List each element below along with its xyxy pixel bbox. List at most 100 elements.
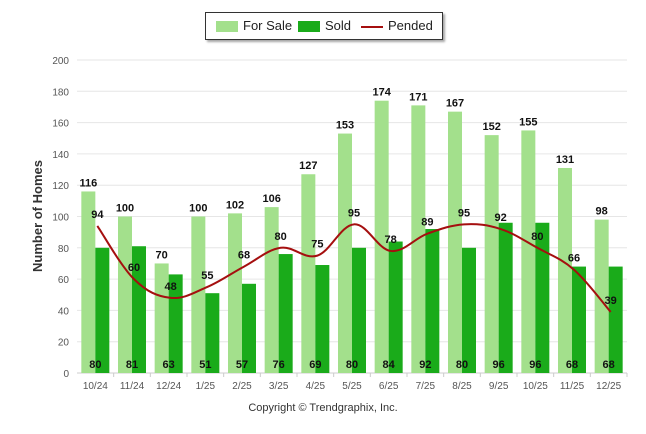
data-labels: 116 80 100 81 70 63 100 51 102 57 106 76 127 69 153 80 1…	[79, 87, 616, 371]
pended-line	[96, 223, 612, 313]
y-tick-label: 60	[58, 275, 70, 286]
data-label-for-sale: 155	[519, 116, 537, 128]
x-tick-label: 4/25	[306, 381, 326, 392]
data-label-sold: 80	[89, 359, 101, 371]
data-label-for-sale: 152	[482, 121, 500, 133]
legend-label-sold: Sold	[325, 18, 352, 33]
copyright-text: Copyright © Trendgraphix, Inc.	[248, 402, 398, 414]
y-tick-label: 180	[52, 87, 69, 98]
bar-sold	[535, 222, 550, 373]
data-label-for-sale: 70	[156, 249, 168, 261]
bar-for-sale	[118, 216, 132, 373]
data-label-for-sale: 98	[596, 206, 608, 218]
data-label-sold: 68	[603, 359, 615, 371]
data-label-pended: 68	[238, 250, 250, 262]
bar-for-sale	[448, 111, 462, 374]
data-label-sold: 69	[309, 359, 321, 371]
data-label-pended: 95	[348, 207, 360, 219]
bar-sold	[388, 241, 403, 373]
x-axis: 10/24 11/24 12/24 1/25 2/25 3/25 4/25 5/25 6/25 7…	[83, 373, 628, 392]
x-tick-label: 12/25	[596, 381, 621, 392]
bar-for-sale	[301, 174, 316, 373]
legend-label-pended: Pended	[388, 18, 433, 33]
x-tick-label: 10/25	[523, 381, 548, 392]
data-label-sold: 81	[126, 359, 138, 371]
x-tick-label: 12/24	[156, 381, 181, 392]
data-label-for-sale: 100	[189, 203, 207, 215]
data-label-for-sale: 174	[372, 87, 391, 99]
data-label-pended: 78	[385, 234, 397, 246]
bar-sold	[352, 247, 366, 373]
bar-sold	[425, 229, 440, 373]
data-label-sold: 80	[346, 359, 358, 371]
bar-for-sale	[594, 219, 609, 373]
data-label-pended: 60	[128, 262, 140, 274]
data-label-sold: 96	[529, 359, 541, 371]
data-label-sold: 80	[456, 359, 468, 371]
y-tick-label: 120	[52, 181, 69, 192]
bar-for-sale	[228, 213, 242, 373]
y-tick-label: 20	[58, 338, 70, 349]
y-axis-label: Number of Homes	[30, 160, 45, 272]
bar-sold	[168, 274, 183, 373]
bar-for-sale	[154, 263, 169, 373]
data-label-pended: 92	[495, 212, 507, 224]
bar-for-sale	[484, 135, 499, 373]
x-tick-label: 5/25	[342, 381, 362, 392]
legend-item-for-sale[interactable]: For Sale	[216, 18, 292, 34]
data-label-pended: 94	[91, 209, 104, 221]
x-tick-label: 7/25	[416, 381, 436, 392]
data-label-for-sale: 106	[262, 193, 280, 205]
bar-for-sale	[191, 216, 206, 373]
bar-for-sale	[81, 191, 96, 373]
y-axis: 0 20 40 60 80 100 120 140 160 180 200	[52, 56, 69, 380]
y-tick-label: 40	[58, 306, 70, 317]
x-tick-label: 11/24	[120, 381, 145, 392]
bar-sold	[315, 265, 330, 373]
x-tick-label: 9/25	[489, 381, 509, 392]
legend-item-sold[interactable]: Sold	[298, 18, 351, 34]
y-tick-label: 0	[63, 369, 69, 380]
bar-for-sale	[558, 167, 572, 373]
for-sale-swatch	[216, 21, 238, 32]
bar-series	[81, 100, 623, 374]
bar-sold	[242, 283, 256, 373]
data-label-pended: 80	[275, 231, 287, 243]
data-label-for-sale: 131	[556, 154, 574, 166]
data-label-sold: 51	[199, 359, 211, 371]
legend-item-pended[interactable]: Pended	[361, 18, 433, 34]
y-tick-label: 160	[52, 119, 69, 130]
data-label-sold: 68	[566, 359, 578, 371]
data-label-pended: 95	[458, 207, 470, 219]
data-label-sold: 84	[383, 359, 396, 371]
bar-for-sale	[521, 130, 536, 373]
data-label-pended: 48	[165, 281, 177, 293]
data-label-sold: 76	[273, 359, 285, 371]
data-label-pended: 39	[605, 295, 617, 307]
data-label-pended: 80	[531, 231, 543, 243]
bar-sold	[572, 266, 586, 373]
data-label-sold: 92	[419, 359, 431, 371]
bar-sold	[95, 247, 110, 373]
bar-sold	[498, 222, 513, 373]
y-tick-label: 80	[58, 244, 70, 255]
data-label-pended: 89	[421, 217, 433, 229]
data-label-for-sale: 153	[336, 120, 354, 132]
data-label-for-sale: 102	[226, 199, 244, 211]
data-label-pended: 66	[568, 253, 580, 265]
x-tick-label: 8/25	[452, 381, 472, 392]
x-tick-label: 1/25	[196, 381, 216, 392]
data-label-sold: 63	[163, 359, 175, 371]
x-tick-label: 10/24	[83, 381, 108, 392]
bar-sold	[608, 266, 623, 373]
data-label-for-sale: 100	[116, 203, 134, 215]
bar-sold	[205, 293, 220, 373]
bar-sold	[278, 254, 293, 373]
data-label-for-sale: 171	[409, 91, 427, 103]
data-label-sold: 57	[236, 359, 248, 371]
y-tick-label: 100	[52, 213, 69, 224]
x-tick-label: 3/25	[269, 381, 289, 392]
bar-for-sale	[338, 133, 352, 373]
y-tick-label: 140	[52, 150, 69, 161]
